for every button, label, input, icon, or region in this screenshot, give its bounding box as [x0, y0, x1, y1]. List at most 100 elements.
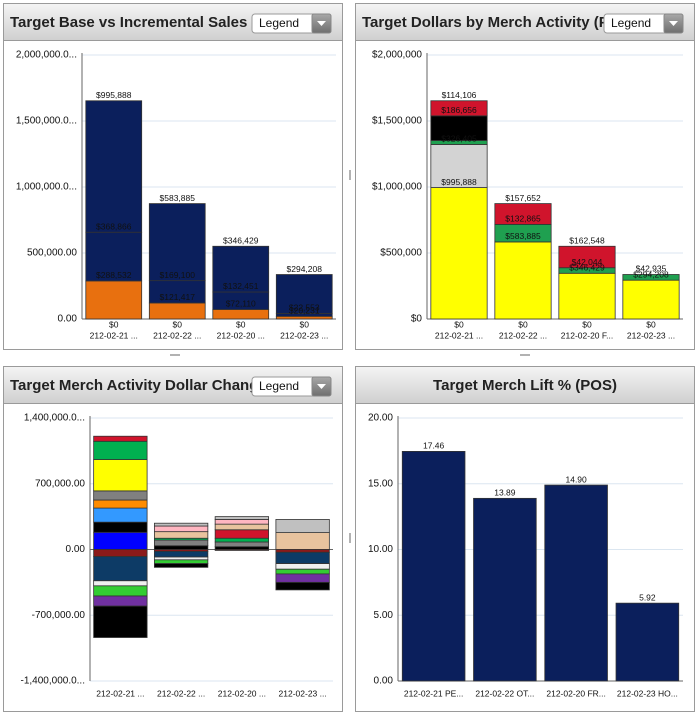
bar-segment [558, 272, 616, 320]
x-tick-label: 212-02-22 OT... [475, 688, 534, 698]
dropdown-arrow [317, 384, 326, 389]
chart-panel: Target Merch Lift % (POS) 0.00 5.00 10.00 15… [355, 366, 695, 712]
bar-segment [93, 440, 148, 460]
bar-segment [214, 546, 270, 550]
chart-panel: Target Dollars by Merch Activity (POS)Le… [355, 3, 695, 350]
bar-segment [275, 519, 330, 533]
x-tick-label: 212-02-20 FR... [546, 688, 606, 698]
bar-segment [153, 556, 209, 561]
bar-segment [93, 549, 148, 557]
panel-header [355, 366, 695, 404]
y-tick-label: 700,000.00 [35, 478, 85, 489]
x-tick-label: 212-02-21 ... [90, 330, 138, 340]
value-label: $0 [582, 319, 592, 329]
bar-segment [93, 507, 148, 523]
bar-segment [93, 605, 148, 638]
bar-segment [494, 241, 552, 320]
value-label: $0 [646, 319, 656, 329]
legend-dropdown-label[interactable]: Legend [611, 16, 651, 30]
value-label: 5.92 [639, 592, 656, 602]
y-tick-label: -1,400,000.0... [21, 676, 86, 687]
bar-segment [93, 531, 148, 550]
bar-segment [275, 532, 330, 550]
x-tick-label: 212-02-20 F... [561, 330, 613, 340]
bar-segment [153, 550, 209, 558]
value-label: $0 [518, 319, 528, 329]
bar-segment [153, 522, 209, 527]
y-tick-label: -700,000.00 [32, 610, 86, 621]
bar-segment [153, 563, 209, 568]
x-tick-label: 212-02-22 ... [157, 688, 205, 698]
x-tick-label: 212-02-21 ... [96, 688, 144, 698]
bar-segment [93, 585, 148, 597]
bar-segment [494, 203, 552, 225]
value-label: $583,885 [505, 231, 541, 241]
bar-segment [85, 100, 143, 233]
value-label: $72,110 [226, 299, 256, 309]
y-tick-label: $2,000,000 [372, 50, 422, 61]
bar-segment [212, 309, 270, 320]
legend-dropdown-label[interactable]: Legend [259, 379, 299, 393]
value-label: $114,106 [442, 90, 477, 100]
bar-segment [214, 529, 270, 539]
bar-segment [153, 539, 209, 547]
value-label: $42,935 [636, 264, 667, 274]
bar-segment [275, 274, 333, 314]
y-tick-label: 1,500,000.0... [16, 116, 77, 127]
value-label: $0 [300, 319, 310, 329]
x-tick-label: 212-02-21 PE... [404, 688, 464, 698]
bar-segment [214, 523, 270, 531]
value-label: $346,429 [569, 263, 605, 273]
x-tick-label: 212-02-23 ... [627, 330, 675, 340]
bar-segment [401, 451, 466, 682]
y-tick-label: 15.00 [368, 478, 393, 489]
bar-segment [275, 551, 330, 564]
value-label: $186,656 [441, 105, 477, 115]
bar-segment [430, 115, 488, 141]
value-label: $294,208 [633, 269, 669, 279]
value-label: $288,532 [96, 270, 132, 280]
value-label: $368,866 [96, 221, 132, 231]
y-tick-label: 500,000.00 [27, 248, 77, 259]
bar-segment [153, 559, 209, 564]
bar-segment [148, 203, 206, 282]
y-tick-label: 20.00 [368, 413, 393, 424]
y-tick-label: 0.00 [374, 676, 394, 687]
bar-segment [275, 568, 330, 575]
value-label: $42,044 [572, 257, 603, 267]
value-label: $0 [173, 319, 183, 329]
value-label: $294,208 [287, 264, 323, 274]
bar-segment [93, 521, 148, 533]
y-tick-label: 2,000,000.0... [16, 50, 77, 61]
y-tick-label: 0.00 [66, 544, 86, 555]
bar-segment [148, 302, 206, 320]
chart-panel: Target Base vs Incremental Sales (POS)Le… [3, 3, 343, 350]
value-label: $162,548 [569, 236, 605, 246]
chart-panel: Target Merch Activity Dollar Change (POS… [3, 366, 343, 712]
x-tick-label: 212-02-22 ... [153, 330, 201, 340]
x-tick-label: 212-02-23 ... [279, 688, 327, 698]
bar-segment [214, 549, 270, 551]
chart-title: Target Merch Lift % (POS) [433, 377, 617, 394]
x-tick-label: 212-02-20 ... [218, 688, 266, 698]
bar-segment [214, 516, 270, 520]
x-tick-label: 212-02-22 ... [499, 330, 547, 340]
value-label: $132,451 [223, 281, 259, 291]
bar-segment [93, 435, 148, 442]
x-tick-label: 212-02-21 ... [435, 330, 483, 340]
value-label: $326,405 [441, 134, 477, 144]
value-label: $121,417 [160, 292, 196, 302]
bar-segment [615, 602, 680, 682]
bar-segment [275, 581, 330, 591]
legend-dropdown-label[interactable]: Legend [259, 16, 299, 30]
y-tick-label: 10.00 [368, 544, 393, 555]
y-tick-label: $500,000 [380, 248, 422, 259]
bar-segment [214, 541, 270, 548]
value-label: $22,553 [289, 303, 320, 313]
bar-segment [212, 245, 270, 293]
bar-segment [275, 563, 330, 570]
x-tick-label: 212-02-23 HO... [617, 688, 678, 698]
bar-segment [473, 497, 537, 682]
x-tick-label: 212-02-20 ... [217, 330, 265, 340]
bar-segment [153, 545, 209, 550]
